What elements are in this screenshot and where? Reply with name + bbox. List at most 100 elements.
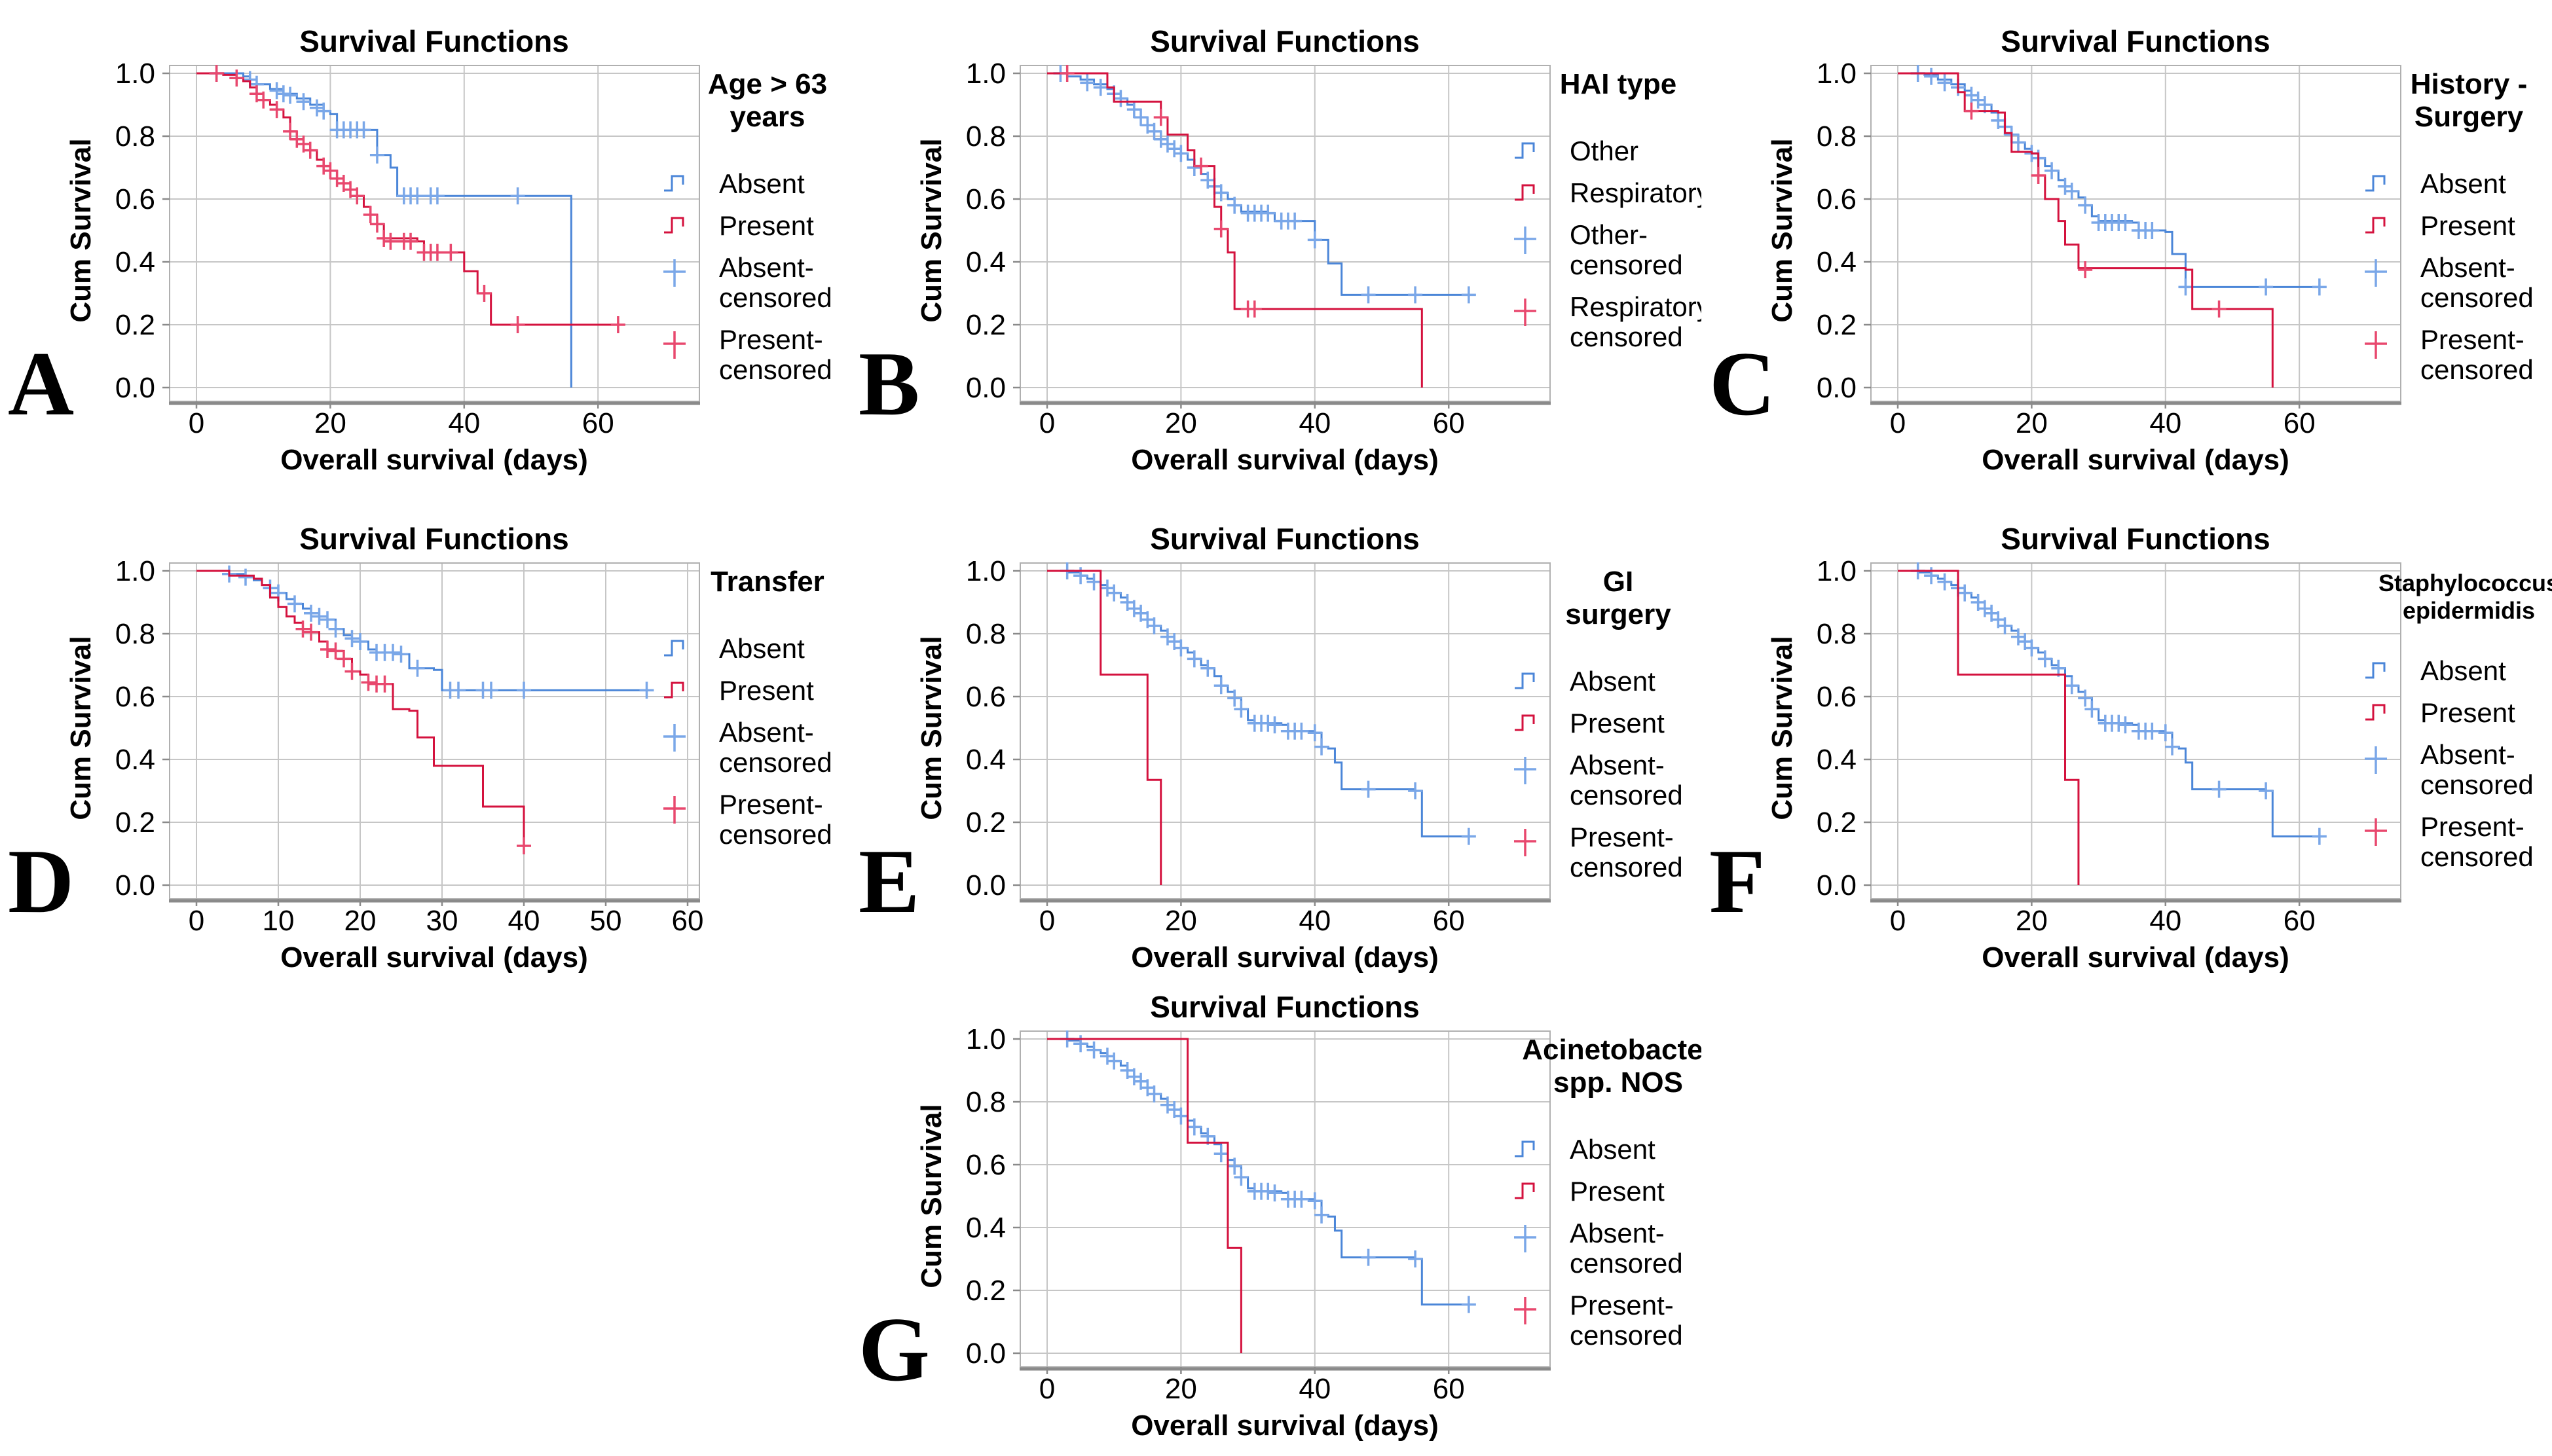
y-tick-label: 0.4 <box>1817 246 1857 278</box>
x-axis-label: Overall survival (days) <box>1982 444 2289 476</box>
legend-step-glyph <box>664 175 684 192</box>
y-tick-label: 0.4 <box>1817 744 1857 776</box>
legend-title: Transfer <box>711 566 824 598</box>
y-tick-label: 0.6 <box>966 183 1006 215</box>
legend-entry-label: Other <box>1570 136 1638 166</box>
y-tick-label: 1.0 <box>115 58 155 90</box>
y-axis-label: Cum Survival <box>65 636 97 820</box>
x-axis-label: Overall survival (days) <box>280 444 588 476</box>
legend-title: Age > 63 <box>708 68 827 100</box>
km-curve-present <box>1898 72 2274 388</box>
x-tick-label: 40 <box>1299 905 1331 937</box>
y-tick-label: 0.2 <box>115 807 155 839</box>
x-tick-label: 30 <box>426 905 458 937</box>
plot-box <box>169 562 700 900</box>
plot-box <box>1020 1030 1551 1368</box>
legend-entry-label: Present <box>719 675 814 706</box>
censor-marks-absent <box>222 565 654 699</box>
y-axis-label: Cum Survival <box>1766 138 1798 322</box>
x-tick-label: 0 <box>1890 407 1906 439</box>
censor-marks-present <box>1964 102 2227 318</box>
y-tick-label: 0.0 <box>115 372 155 404</box>
legend-entry-label: Respiratory <box>1570 177 1701 208</box>
legend-step-glyph <box>1515 714 1535 731</box>
panel-F: Survival Functions 1.0 0.8 0.6 0.4 0.2 0.0 0 20 4… <box>1709 522 2552 974</box>
y-tick-label: 0.2 <box>966 807 1006 839</box>
plot-box <box>169 65 700 402</box>
y-tick-label: 1.0 <box>1817 58 1857 90</box>
legend-step-glyph <box>1515 142 1535 159</box>
legend-entry-label: censored <box>719 282 832 313</box>
legend-plus-glyph <box>2365 818 2387 846</box>
censor-marks-absent <box>1060 562 1476 845</box>
y-tick-label: 0.2 <box>115 309 155 341</box>
censor-marks-absent <box>1060 1030 1476 1313</box>
x-tick-label: 60 <box>582 407 614 439</box>
legend-plus-glyph <box>663 259 686 287</box>
legend-title: History - <box>2411 68 2527 100</box>
x-tick-label: 20 <box>1165 1373 1197 1405</box>
legend-title: surgery <box>1565 598 1671 630</box>
x-tick-label: 20 <box>1165 905 1197 937</box>
y-tick-label: 0.2 <box>1817 807 1857 839</box>
panel-letter: A <box>8 333 74 435</box>
y-tick-label: 1.0 <box>966 58 1006 90</box>
legend-entry-label: Absent <box>1570 666 1655 697</box>
y-axis-label: Cum Survival <box>915 1104 948 1288</box>
y-tick-label: 0.6 <box>115 183 155 215</box>
panel-C: Survival Functions 1.0 0.8 0.6 0.4 0.2 0.0 0 20 4… <box>1709 24 2534 476</box>
legend-entry-label: censored <box>2420 354 2534 385</box>
legend-entry-label: Absent- <box>719 717 814 748</box>
legend-title: Acinetobacter <box>1522 1034 1701 1066</box>
panel-letter: G <box>859 1299 930 1400</box>
x-tick-label: 0 <box>189 407 204 439</box>
y-tick-label: 0.2 <box>1817 309 1857 341</box>
legend-step-glyph <box>1515 1182 1535 1199</box>
panel-A: Survival Functions 1.0 0.8 0.6 0.4 0.2 0.0 0 20 4… <box>8 24 832 476</box>
panel-title: Survival Functions <box>1150 522 1420 556</box>
y-tick-label: 0.0 <box>1817 372 1857 404</box>
legend-entry-label: censored <box>719 819 832 850</box>
censor-marks-present <box>295 620 531 854</box>
legend-entry-label: censored <box>1570 852 1683 883</box>
km-curve-respiratory <box>1047 72 1423 388</box>
legend-entry-label: censored <box>1570 1248 1683 1279</box>
legend-entry-label: Present- <box>719 789 823 820</box>
panel-letter: C <box>1709 333 1775 435</box>
y-tick-label: 1.0 <box>966 555 1006 587</box>
legend-entry-label: Absent <box>1570 1134 1655 1165</box>
y-tick-label: 0.6 <box>1817 681 1857 713</box>
legend-entry-label: Respiratory- <box>1570 291 1701 322</box>
legend-step-glyph <box>2365 662 2386 679</box>
legend-title: Surgery <box>2414 101 2524 133</box>
legend-entry-label: censored <box>1570 780 1683 810</box>
x-tick-label: 60 <box>1433 905 1465 937</box>
y-tick-label: 0.6 <box>1817 183 1857 215</box>
y-tick-label: 0.4 <box>966 744 1006 776</box>
legend-step-glyph <box>2365 217 2386 234</box>
panel-title: Survival Functions <box>2001 24 2270 58</box>
y-axis-label: Cum Survival <box>65 138 97 322</box>
y-tick-label: 0.8 <box>966 618 1006 650</box>
legend-plus-glyph <box>1514 1297 1536 1324</box>
y-tick-label: 0.8 <box>966 120 1006 153</box>
x-axis-label: Overall survival (days) <box>1982 941 2289 974</box>
y-axis-label: Cum Survival <box>1766 636 1798 820</box>
legend-entry-label: Absent- <box>719 252 814 283</box>
x-tick-label: 60 <box>2284 905 2316 937</box>
legend-step-glyph <box>1515 672 1535 689</box>
plot-box <box>1020 65 1551 402</box>
legend-plus-glyph <box>2365 746 2387 774</box>
y-tick-label: 0.0 <box>115 869 155 901</box>
censor-marks-other <box>1053 65 1476 304</box>
legend-plus-glyph <box>1514 829 1536 856</box>
x-tick-label: 20 <box>314 407 346 439</box>
legend-step-glyph <box>1515 184 1535 201</box>
y-tick-label: 1.0 <box>966 1023 1006 1055</box>
y-tick-label: 0.4 <box>115 246 155 278</box>
legend-entry-label: Present- <box>719 324 823 355</box>
censor-marks-present <box>209 65 625 333</box>
legend-entry-label: Present <box>2420 210 2515 241</box>
legend-title: Staphylococcus <box>2378 570 2552 596</box>
